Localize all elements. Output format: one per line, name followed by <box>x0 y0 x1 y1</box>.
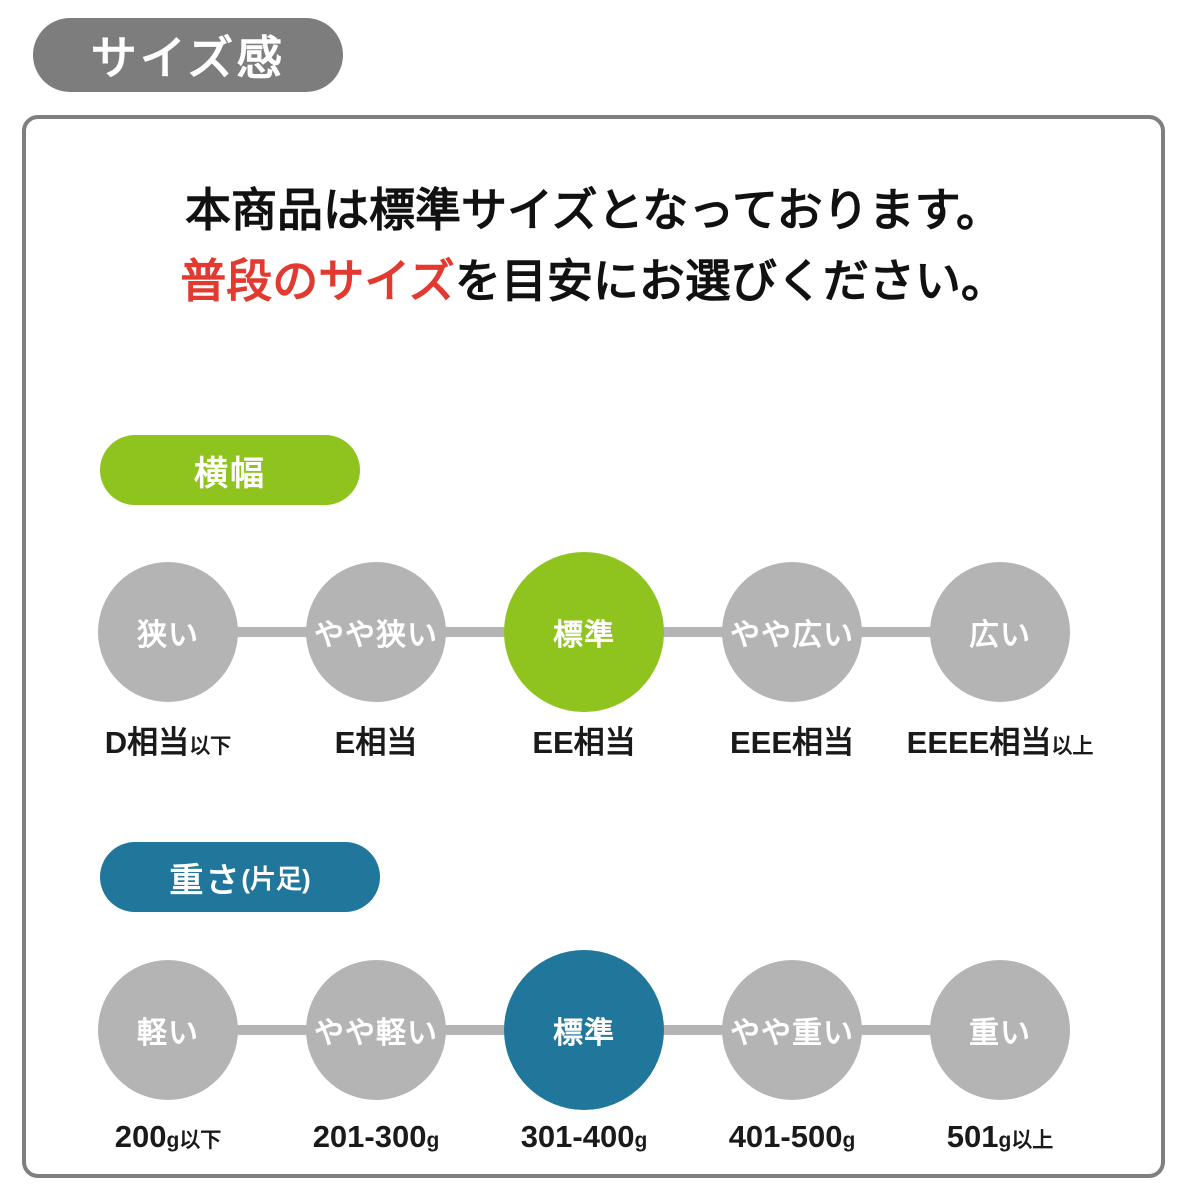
label-main: 201-300 <box>312 1119 427 1154</box>
label-main: 501 <box>946 1119 999 1154</box>
label-main: D相当 <box>104 725 190 760</box>
width-scale-circle-slightly-narrow: やや狭い <box>306 562 446 702</box>
size-guide-panel: 本商品は標準サイズとなっております。 普段のサイズを目安にお選びください。 横幅… <box>22 115 1165 1178</box>
label-main: EE相当 <box>532 725 636 760</box>
width-label-d: D相当以下 <box>64 717 272 762</box>
width-scale-circle-standard-active: 標準 <box>504 552 664 712</box>
width-badge-label: 横幅 <box>194 454 266 493</box>
width-label-eeee: EEEE相当以上 <box>896 717 1104 762</box>
weight-label-501: 501g以上 <box>896 1119 1104 1155</box>
page-title: サイズ感 <box>90 32 286 84</box>
weight-section-badge: 重さ (片足) <box>100 842 380 912</box>
width-section-badge: 横幅 <box>100 435 360 505</box>
weight-badge-sublabel: (片足) <box>241 863 311 894</box>
weight-label-201-300: 201-300g <box>272 1119 480 1155</box>
label-suffix: 以上 <box>1051 735 1094 758</box>
intro-line1: 本商品は標準サイズとなっております。 <box>185 184 1002 236</box>
label-main: EEE相当 <box>729 725 855 760</box>
label-suffix: g <box>426 1129 440 1152</box>
weight-label-401-500: 401-500g <box>688 1119 896 1155</box>
width-label-ee: EE相当 <box>480 717 688 762</box>
width-scale-circle-wide: 広い <box>930 562 1070 702</box>
label-main: 401-500 <box>728 1119 843 1154</box>
label-suffix: g以下 <box>166 1129 222 1152</box>
weight-scale-circle-standard-active: 標準 <box>504 950 664 1110</box>
weight-label-200: 200g以下 <box>64 1119 272 1155</box>
label-main: 301-400 <box>520 1119 635 1154</box>
width-label-eee: EEE相当 <box>688 717 896 762</box>
weight-scale-row: 軽い やや軽い 標準 やや重い 重い <box>64 950 1104 1110</box>
label-suffix: g以上 <box>998 1129 1054 1152</box>
label-main: E相当 <box>334 725 418 760</box>
weight-scale-circle-slightly-heavy: やや重い <box>722 960 862 1100</box>
width-scale-circle-slightly-wide: やや広い <box>722 562 862 702</box>
label-suffix: 以下 <box>189 735 232 758</box>
intro-text: 本商品は標準サイズとなっております。 普段のサイズを目安にお選びください。 <box>26 175 1161 318</box>
width-scale-circle-narrow: 狭い <box>98 562 238 702</box>
label-suffix: g <box>842 1129 856 1152</box>
page-title-badge: サイズ感 <box>33 18 343 92</box>
weight-badge-label: 重さ <box>169 861 242 900</box>
label-suffix: g <box>634 1129 648 1152</box>
weight-scale-circle-slightly-light: やや軽い <box>306 960 446 1100</box>
label-main: EEEE相当 <box>906 725 1052 760</box>
width-scale-row: 狭い やや狭い 標準 やや広い 広い <box>64 552 1104 712</box>
width-scale-labels: D相当以下 E相当 EE相当 EEE相当 EEEE相当以上 <box>64 717 1104 762</box>
weight-label-301-400: 301-400g <box>480 1119 688 1155</box>
weight-scale-circle-light: 軽い <box>98 960 238 1100</box>
width-label-e: E相当 <box>272 717 480 762</box>
weight-scale-circle-heavy: 重い <box>930 960 1070 1100</box>
intro-line2-highlight: 普段のサイズ <box>180 255 455 308</box>
intro-line2-rest: を目安にお選びください。 <box>454 255 1007 308</box>
weight-scale-labels: 200g以下 201-300g 301-400g 401-500g 501g以上 <box>64 1119 1104 1155</box>
label-main: 200 <box>114 1119 167 1154</box>
